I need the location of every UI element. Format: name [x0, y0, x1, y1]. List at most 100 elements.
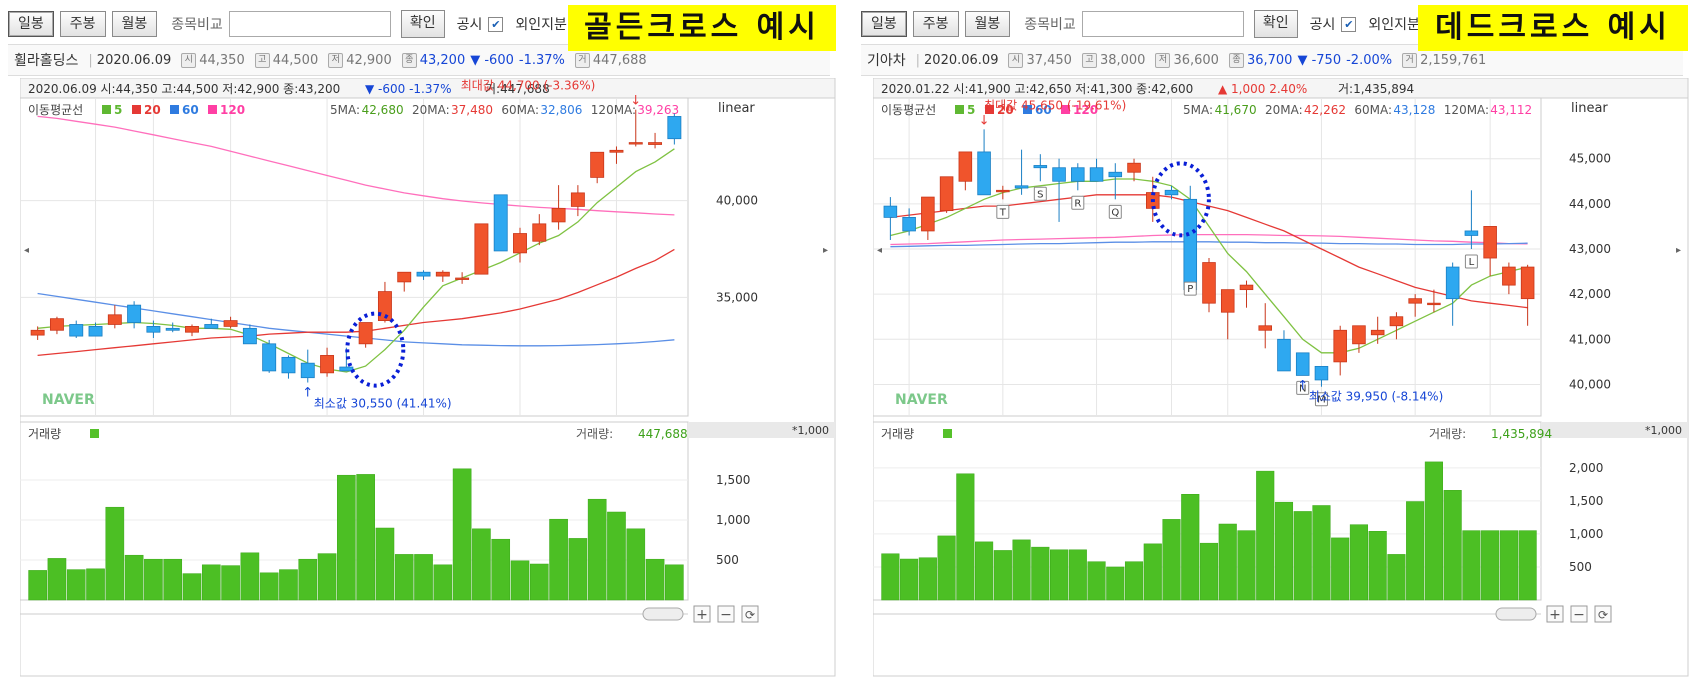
- ma5-line: [37, 148, 675, 373]
- stock-name[interactable]: 휠라홀딩스: [14, 53, 79, 69]
- candle-body: [262, 343, 277, 372]
- candle-body: [609, 149, 624, 153]
- stock-name[interactable]: 기아차: [867, 53, 906, 69]
- close-value: 36,700: [1246, 52, 1293, 68]
- ma20-line: [37, 248, 675, 357]
- volume-title: 거래량: [28, 427, 61, 441]
- volume-bar: [1031, 546, 1050, 601]
- y-tick-label: 43,000: [1569, 242, 1611, 256]
- ma-legend-name: 120: [1073, 103, 1098, 117]
- candle-body: [281, 356, 296, 374]
- ma-value-label: 5MA:: [330, 103, 360, 117]
- reset-button: [741, 605, 759, 623]
- volume-bar: [1143, 543, 1162, 601]
- volume-bar: [1368, 531, 1387, 601]
- compare-input[interactable]: [1081, 11, 1244, 37]
- candle-body: [1408, 298, 1422, 304]
- volume-bar: [1406, 501, 1425, 601]
- day-button[interactable]: 일봉: [8, 11, 54, 37]
- volume-bar: [279, 569, 298, 601]
- volume-value: 2,159,761: [1420, 52, 1487, 68]
- volume-bar: [221, 565, 240, 601]
- change-value: ▼ -750: [1297, 52, 1342, 68]
- compare-input[interactable]: [228, 11, 391, 37]
- pct-value: -2.00%: [1346, 52, 1393, 68]
- confirm-button[interactable]: 확인: [400, 10, 445, 38]
- volume-bar: [993, 550, 1012, 601]
- zoom-out-button: [1570, 605, 1588, 623]
- ma-value: 42,680: [362, 103, 404, 117]
- candle-body: [377, 291, 392, 321]
- ma-value: 32,806: [540, 103, 582, 117]
- volume-bar: [881, 553, 900, 601]
- candle-body: [223, 320, 238, 327]
- volume-bar: [1518, 530, 1537, 601]
- chart-svg: 2020.01.22 시:41,900 고:42,650 저:41,300 종:…: [872, 77, 1689, 677]
- volume-bar: [937, 535, 956, 601]
- high-tag: 고: [254, 52, 270, 68]
- candle-body: [513, 233, 527, 254]
- candle-body: [628, 142, 643, 145]
- volume-tag: 거: [1402, 52, 1418, 68]
- volume-value: 447,688: [638, 427, 688, 441]
- candle-body: [570, 192, 585, 207]
- open-value: 44,350: [199, 52, 245, 68]
- candle-body: [320, 355, 335, 374]
- stock-date: 2020.06.09: [924, 52, 999, 68]
- confirm-button[interactable]: 확인: [1253, 10, 1298, 38]
- event-marker-letter: S: [1037, 189, 1043, 200]
- candle-body: [1033, 165, 1048, 169]
- volume-bar: [549, 518, 568, 601]
- event-marker-letter: N: [1299, 383, 1306, 394]
- cross-highlight-circle: [345, 311, 406, 388]
- candle-body: [1014, 185, 1029, 189]
- open-value: 37,450: [1026, 52, 1072, 68]
- volume-bar: [1124, 561, 1144, 601]
- volume-unit: *1,000: [792, 424, 829, 437]
- month-button[interactable]: 월봉: [111, 11, 158, 37]
- notice-checkbox[interactable]: ✔: [488, 16, 504, 32]
- candle-body: [107, 314, 122, 325]
- notice-label: 공시: [456, 17, 483, 33]
- volume-bar: [1237, 530, 1256, 601]
- week-button[interactable]: 주봉: [59, 11, 106, 37]
- ma-value: 37,480: [451, 103, 493, 117]
- volume-tick-label: 1,000: [1569, 527, 1603, 541]
- compare-label: 종목비교: [171, 17, 223, 33]
- volume-bar: [1256, 470, 1275, 601]
- chart-svg: 2020.06.09 시:44,350 고:44,500 저:42,900 종:…: [19, 77, 836, 677]
- y-tick-label: 42,000: [1569, 287, 1611, 301]
- notice-label: 공시: [1309, 17, 1336, 33]
- min-arrow: ↑: [302, 386, 313, 401]
- volume-unit: *1,000: [1645, 424, 1682, 437]
- volume-bar: [452, 468, 472, 601]
- ma-value-label: 5MA:: [1183, 103, 1213, 117]
- candle-body: [648, 142, 663, 145]
- ma-value-label: 20MA:: [1265, 103, 1303, 117]
- month-button[interactable]: 월봉: [964, 11, 1011, 37]
- candle-body: [30, 329, 45, 336]
- ma-legend-name: 60: [1035, 103, 1052, 117]
- volume-bar: [1012, 539, 1031, 601]
- event-marker-letter: L: [1469, 257, 1475, 268]
- candle-body: [902, 216, 916, 232]
- volume-legend-swatch: [90, 429, 99, 438]
- week-button[interactable]: 주봉: [912, 11, 959, 37]
- volume-bar: [86, 568, 105, 601]
- event-marker-letter: T: [999, 207, 1007, 218]
- candle-body: [1202, 262, 1216, 304]
- right-scroll-handle: ▸: [1676, 245, 1681, 256]
- scale-label: linear: [718, 101, 755, 116]
- candle-body: [1464, 230, 1479, 236]
- volume-value-label: 거래량:: [576, 427, 613, 441]
- ma-legend-swatch: [208, 105, 217, 114]
- volume-bar: [1199, 542, 1219, 601]
- volume-bar: [918, 557, 937, 601]
- candle-body: [88, 326, 103, 337]
- naver-logo: NAVER: [895, 392, 948, 408]
- notice-checkbox[interactable]: ✔: [1341, 16, 1357, 32]
- volume-bar: [665, 564, 684, 601]
- day-button[interactable]: 일봉: [861, 11, 907, 37]
- candle-body: [1089, 167, 1104, 182]
- ma5-line: [890, 178, 1528, 354]
